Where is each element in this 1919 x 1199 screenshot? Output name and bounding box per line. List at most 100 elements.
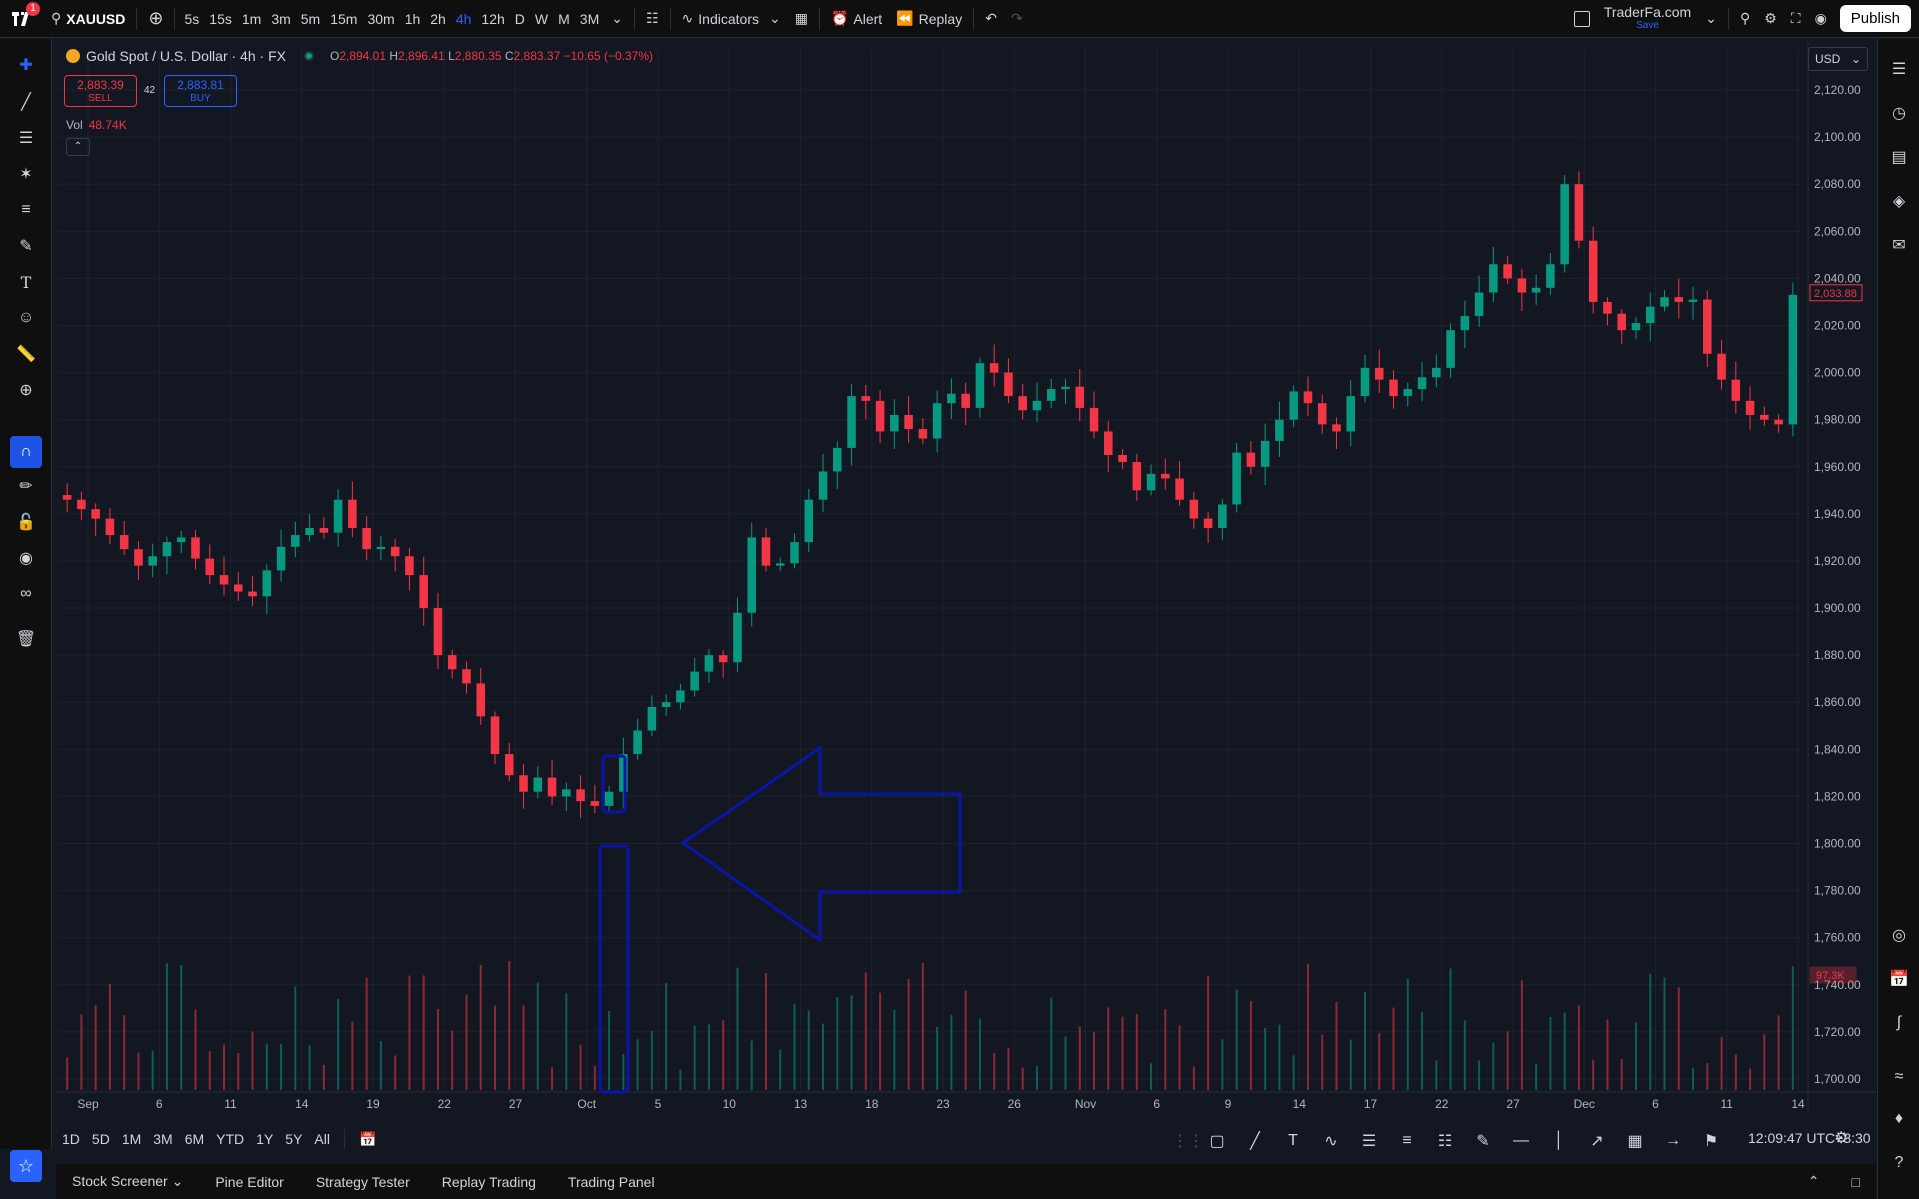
fib-tool[interactable]: ☰ [10, 122, 42, 154]
interval-2h[interactable]: 2h [430, 10, 446, 27]
text-tool[interactable]: T [10, 266, 42, 298]
maximize-panel-button[interactable]: □ [1836, 1174, 1876, 1190]
interval-d[interactable]: D [514, 10, 525, 27]
settings-button[interactable]: ⚙ [1757, 0, 1784, 38]
snapshot-button[interactable]: ◉ [1808, 0, 1834, 38]
fav-ray-tool[interactable]: → [1654, 1124, 1692, 1158]
stay-in-draw-tool[interactable]: ✏ [10, 470, 42, 502]
range-1d[interactable]: 1D [62, 1131, 80, 1147]
range-ytd[interactable]: YTD [216, 1131, 245, 1147]
fav-grid-tool[interactable]: ▦ [1616, 1124, 1654, 1158]
fav-trendline-tool[interactable]: ╱ [1236, 1124, 1274, 1158]
interval-1h[interactable]: 1h [404, 10, 421, 27]
interval-3m[interactable]: 3M [579, 10, 600, 27]
range-5y[interactable]: 5Y [285, 1131, 303, 1147]
streams-button[interactable]: ≈ [1883, 1061, 1915, 1093]
fav-brush-tool[interactable]: ✎ [1464, 1124, 1502, 1158]
publish-button[interactable]: Publish [1839, 5, 1911, 32]
tab-stock-screener[interactable]: Stock Screener ⌄ [56, 1173, 199, 1190]
axis-settings-button[interactable]: ⚙ [1834, 1128, 1848, 1148]
interval-w[interactable]: W [534, 10, 549, 27]
interval-30m[interactable]: 30m [367, 10, 395, 27]
measure-tool[interactable]: 📏 [10, 338, 42, 370]
fav-flag-tool[interactable]: ⚑ [1692, 1124, 1730, 1158]
layout-checkbox[interactable] [1567, 0, 1597, 38]
timezone-clock[interactable]: 12:09:47 UTC+3:30 [1748, 1130, 1871, 1146]
watchlist-button[interactable]: ☰ [1883, 53, 1915, 85]
tab-pine-editor[interactable]: Pine Editor [199, 1174, 299, 1190]
interval-4h[interactable]: 4h [455, 10, 472, 27]
fav-rect-tool[interactable]: ▢ [1198, 1124, 1236, 1158]
trendline-tool[interactable]: ╱ [10, 86, 42, 118]
pine-button[interactable]: ∫ [1883, 1007, 1915, 1039]
indicators-button[interactable]: ∿ Indicators ⌄ [675, 0, 788, 38]
range-5d[interactable]: 5D [91, 1131, 110, 1147]
interval-12h[interactable]: 12h [481, 10, 505, 27]
interval-15m[interactable]: 15m [330, 10, 358, 27]
tradingview-logo[interactable]: 1 [0, 0, 44, 38]
help-button[interactable]: ? [1883, 1147, 1915, 1179]
layouts-button[interactable]: ▦ [788, 0, 815, 38]
object-tree-button[interactable]: ▤ [1883, 141, 1915, 173]
alert-button[interactable]: ⏰ Alert [824, 0, 889, 38]
sell-button[interactable]: 2,883.39 SELL [64, 75, 137, 107]
magnet-tool[interactable]: ∩ [10, 436, 42, 468]
range-all[interactable]: All [314, 1131, 330, 1147]
volume-legend[interactable]: Vol 48.74K [66, 118, 127, 132]
visibility-tool[interactable]: ◉ [10, 542, 42, 574]
collapse-panel-button[interactable]: ⌃ [1792, 1173, 1836, 1190]
fav-vline-tool[interactable]: │ [1540, 1124, 1578, 1158]
alerts-button[interactable]: ◷ [1883, 97, 1915, 129]
forecast-tool[interactable]: ≡ [10, 194, 42, 226]
tab-trading-panel[interactable]: Trading Panel [552, 1174, 671, 1190]
pattern-tool[interactable]: ✶ [10, 158, 42, 190]
emoji-tool[interactable]: ☺ [10, 302, 42, 334]
interval-5m[interactable]: 5m [300, 10, 321, 27]
range-1m[interactable]: 1M [121, 1131, 142, 1147]
layers-button[interactable]: ◈ [1883, 185, 1915, 217]
fav-forecast-tool[interactable]: ☷ [1426, 1124, 1464, 1158]
price-chart[interactable]: 2,120.00 2,100.00 2,080.00 2,060.00 2,040.00… [56, 42, 1876, 1112]
redo-button[interactable]: ↷ [1004, 0, 1030, 38]
interval-5s[interactable]: 5s [184, 10, 200, 27]
replay-button[interactable]: ⏪ Replay [889, 0, 969, 38]
compare-button[interactable]: ⊕ [141, 0, 170, 38]
quick-search-button[interactable]: ⚲ [1733, 0, 1757, 38]
collapse-legend-button[interactable]: ⌃ [66, 138, 90, 156]
fav-path-tool[interactable]: ∿ [1312, 1124, 1350, 1158]
zoom-tool[interactable]: ⊕ [10, 374, 42, 406]
brush-tool[interactable]: ✎ [10, 230, 42, 262]
buy-button[interactable]: 2,883.81 BUY [164, 75, 237, 107]
range-1y[interactable]: 1Y [256, 1131, 274, 1147]
lock-tool[interactable]: 🔓 [10, 506, 42, 538]
interval-3m[interactable]: 3m [271, 10, 291, 27]
crosshair-tool[interactable]: ✚ [10, 49, 42, 81]
interval-15s[interactable]: 15s [209, 10, 232, 27]
signal-button[interactable]: ◎ [1883, 919, 1915, 951]
interval-1m[interactable]: 1m [241, 10, 262, 27]
fav-arrow-tool[interactable]: ↗ [1578, 1124, 1616, 1158]
watchlist-star-button[interactable]: ☆ [10, 1150, 42, 1182]
goto-date-button[interactable]: 📅 [353, 1131, 382, 1148]
currency-select[interactable]: USD ⌄ [1808, 47, 1868, 71]
drag-handle[interactable]: ⋮⋮ [1172, 1124, 1204, 1158]
layout-menu-button[interactable]: ⌄ [1698, 0, 1724, 38]
fav-hline-tool[interactable]: — [1502, 1124, 1540, 1158]
link-tool[interactable]: ∞ [10, 578, 42, 610]
tab-strategy-tester[interactable]: Strategy Tester [300, 1174, 426, 1190]
chat-button[interactable]: ✉ [1883, 229, 1915, 261]
chart-type-button[interactable]: ☷ [639, 0, 666, 38]
layout-name-button[interactable]: TraderFa.com Save [1597, 0, 1698, 38]
fav-text-tool[interactable]: T [1274, 1124, 1312, 1158]
range-3m[interactable]: 3M [153, 1131, 173, 1147]
fav-fib-tool[interactable]: ≡ [1388, 1124, 1426, 1158]
delete-tool[interactable]: 🗑 [10, 623, 42, 655]
interval-dropdown[interactable]: ⌄ [604, 0, 630, 38]
undo-button[interactable]: ↶ [978, 0, 1004, 38]
interval-m[interactable]: M [558, 10, 570, 27]
symbol-search[interactable]: ⚲ XAUUSD [44, 0, 132, 38]
calendar-button[interactable]: 📅 [1883, 963, 1915, 995]
notifications-button[interactable]: ♦ [1883, 1103, 1915, 1135]
fullscreen-button[interactable]: ⛶ [1784, 0, 1808, 38]
tab-replay-trading[interactable]: Replay Trading [426, 1174, 552, 1190]
